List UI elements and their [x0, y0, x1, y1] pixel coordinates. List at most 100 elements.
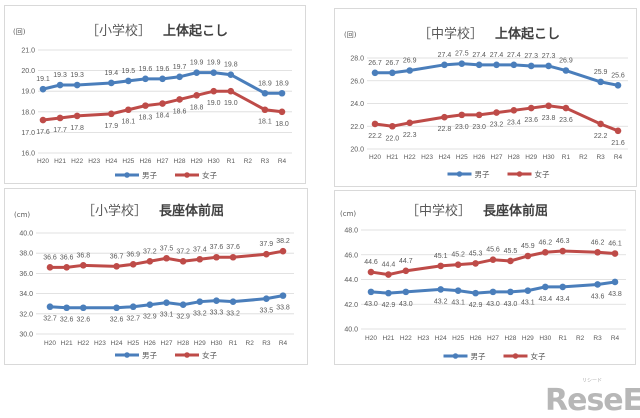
legend-marker [516, 171, 523, 177]
x-tick-label: H20 [37, 158, 49, 165]
data-label: 17.8 [70, 125, 84, 132]
data-label: 46.1 [608, 241, 622, 248]
y-tick-label: 32.0 [19, 311, 33, 318]
x-tick-label: H28 [504, 335, 516, 342]
data-label: 37.2 [143, 248, 157, 255]
legend-label: 男子 [471, 352, 486, 361]
y-tick-label: 40.0 [344, 327, 358, 334]
data-point [510, 107, 518, 114]
data-label: 18.1 [258, 119, 272, 126]
data-point [46, 303, 54, 311]
data-label: 36.7 [110, 253, 124, 260]
data-point [489, 288, 497, 296]
chart-title-school: ［中学校］ [406, 204, 472, 219]
y-axis-unit: (cm) [14, 211, 31, 219]
data-point [541, 248, 549, 256]
data-label: 37.4 [193, 246, 207, 253]
x-tick-label: H26 [473, 154, 485, 161]
x-tick-label: H22 [77, 340, 89, 347]
x-tick-label: R3 [596, 154, 605, 161]
data-label: 18.6 [173, 108, 187, 115]
x-tick-label: H22 [71, 158, 83, 165]
chart-3: 40.0 42.0 44.0 46.0 48.0 H20 H21 H22 H23 H24 H25 H2… [344, 228, 626, 361]
data-point [159, 100, 166, 107]
data-label: 37.5 [160, 245, 174, 252]
data-label: 45.3 [469, 250, 483, 257]
data-point [402, 267, 410, 275]
chart-title-metric: 上体起こし [495, 27, 561, 42]
legend-label: 女子 [202, 170, 217, 180]
data-point [196, 298, 204, 305]
data-point [458, 60, 466, 67]
data-label: 36.6 [60, 254, 74, 261]
x-tick-label: H29 [194, 340, 206, 347]
data-point [163, 299, 170, 306]
reseed-logo: ReseEd [545, 383, 640, 418]
data-label: 23.0 [455, 124, 469, 131]
data-label: 27.5 [455, 51, 469, 58]
data-point [527, 62, 535, 70]
data-point [597, 120, 604, 128]
data-label: 26.7 [368, 60, 382, 67]
y-tick-label: 42.0 [344, 302, 358, 309]
legend-marker [124, 352, 130, 358]
x-tick-label: H25 [127, 340, 139, 347]
data-point [163, 254, 170, 262]
data-label: 19.3 [70, 72, 84, 79]
data-label: 26.7 [386, 60, 400, 67]
chart-title-metric: 長座体前屈 [159, 204, 225, 219]
data-label: 37.6 [210, 244, 224, 251]
data-point [489, 256, 497, 264]
x-tick-label: H22 [404, 154, 416, 161]
data-label: 17.9 [104, 123, 118, 130]
data-point [507, 288, 514, 296]
data-point [113, 263, 120, 270]
chart-2: 30.0 32.0 34.0 36.0 38.0 40.0 H20 H21 H22 H23 H24 H… [19, 231, 294, 360]
y-tick-label: 34.0 [19, 291, 33, 298]
data-point [56, 114, 64, 122]
x-tick-label: H27 [487, 335, 499, 342]
y-tick-label: 22.0 [350, 124, 364, 131]
chart-title-school: ［小学校］ [82, 204, 148, 219]
data-point [371, 69, 379, 77]
data-label: 43.0 [504, 301, 518, 308]
x-tick-label: H24 [111, 340, 123, 347]
y-tick-label: 20.0 [21, 68, 35, 75]
x-tick-label: R2 [576, 335, 585, 342]
data-point [193, 69, 200, 76]
data-point [406, 67, 414, 74]
x-tick-label: R3 [593, 335, 602, 342]
data-label: 37.2 [176, 248, 190, 255]
data-label: 33.1 [160, 312, 174, 319]
data-point [278, 89, 286, 97]
data-label: 19.6 [139, 66, 153, 73]
data-point [261, 89, 269, 97]
data-point [493, 61, 500, 69]
data-label: 19.9 [207, 60, 221, 67]
x-tick-label: H30 [539, 335, 551, 342]
data-point [159, 75, 166, 83]
x-tick-label: R4 [611, 335, 620, 342]
data-point [614, 82, 622, 89]
data-label: 32.7 [43, 316, 57, 323]
data-point [210, 87, 218, 95]
data-point [441, 113, 448, 121]
x-tick-label: R4 [278, 158, 287, 165]
data-label: 43.1 [451, 300, 465, 307]
chart-title-metric: 上体起こし [163, 24, 229, 39]
data-point [454, 261, 462, 268]
data-label: 33.3 [210, 310, 224, 317]
legend-label: 男子 [142, 351, 157, 360]
data-point [389, 122, 396, 130]
data-point [367, 268, 375, 276]
data-point [472, 289, 479, 297]
data-point [125, 106, 132, 114]
data-label: 45.1 [434, 253, 448, 260]
watermark-subtext: リシード [582, 378, 603, 384]
data-label: 18.3 [139, 115, 153, 122]
y-axis-unit: (回) [13, 28, 26, 36]
data-label: 45.5 [504, 248, 518, 255]
data-point [56, 81, 64, 89]
x-tick-label: H28 [177, 340, 189, 347]
data-point [261, 106, 269, 114]
